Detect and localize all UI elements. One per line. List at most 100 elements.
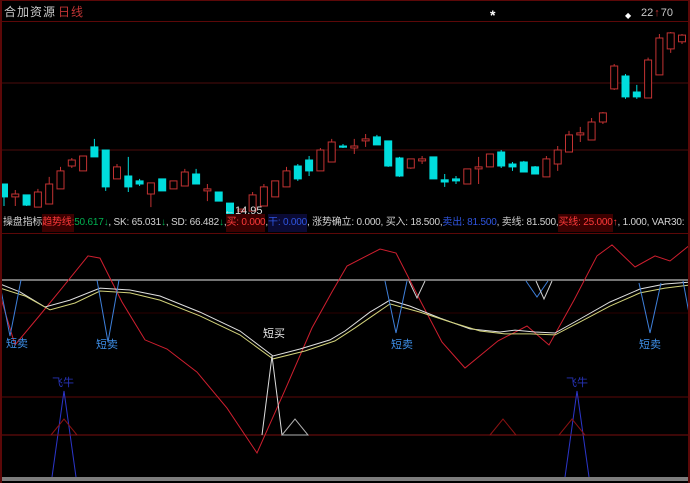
- short-buy-spike: [261, 355, 283, 436]
- right-border: [688, 0, 690, 483]
- candle-body: [33, 191, 42, 208]
- candle-body: [519, 161, 528, 173]
- candle-body: [146, 182, 155, 195]
- candle-body: [644, 59, 653, 99]
- indicator-segment-15: ↑: [612, 217, 618, 228]
- last-price-frac: 70: [660, 7, 673, 19]
- left-border: [0, 0, 2, 483]
- indicator-segment-4: ↓: [161, 217, 166, 228]
- triangle-marker-white: [280, 418, 310, 436]
- candle-body: [271, 180, 280, 198]
- indicator-segment-1: 趋势线:: [42, 214, 74, 232]
- indicator-segment-8: 买: 0.000: [226, 214, 266, 232]
- label-short-buy: 短买: [263, 328, 285, 340]
- candle-body: [418, 158, 427, 162]
- price-up-arrow-icon: ↑: [654, 7, 660, 19]
- candle-body: [463, 168, 472, 185]
- short-sell-marker: [384, 280, 408, 334]
- candle-body: [406, 158, 415, 169]
- short-sell-marker: [0, 279, 22, 337]
- fly-bull-spike: [564, 390, 590, 478]
- indicator-segment-10: 干: 0.000: [268, 214, 307, 232]
- candle-body: [429, 156, 438, 180]
- label-fly-bull-2: 飞牛: [566, 377, 588, 389]
- candle-body: [248, 194, 257, 212]
- candle-body: [237, 208, 246, 212]
- candle-body: [101, 149, 110, 188]
- candle-body: [67, 159, 76, 167]
- candle-body: [158, 178, 167, 192]
- bottom-scrollbar[interactable]: [2, 477, 688, 481]
- indicator-segment-9: ,: [265, 217, 269, 228]
- candle-body: [485, 153, 494, 168]
- candle-body: [124, 175, 133, 188]
- candle-body: [293, 165, 302, 180]
- candle-body: [531, 166, 540, 175]
- candle-body: [565, 134, 573, 153]
- indicator-segment-2: 50.617↓: [74, 217, 109, 228]
- candle-body: [192, 173, 201, 185]
- indicator-segment-13: , 卖线: 81.500,: [496, 217, 559, 228]
- candle-body: [214, 191, 223, 202]
- indicator-segment-0: 操盘指标: [3, 217, 43, 228]
- short-sell-marker: [96, 279, 120, 343]
- indicator-segment-14: 买线: 25.000: [558, 214, 613, 232]
- series-ma-white: [0, 281, 690, 357]
- last-price-int: 22: [641, 7, 654, 19]
- candle-body: [113, 166, 121, 180]
- candle-body: [22, 194, 31, 206]
- candle-body: [553, 149, 562, 165]
- indicator-segment-6: ↓: [219, 217, 224, 228]
- marker-diamond: ◆: [625, 11, 632, 20]
- candle-body: [497, 151, 506, 167]
- label-fly-bull-1: 飞牛: [52, 377, 74, 389]
- candle-body: [678, 34, 686, 43]
- series-trend-red: [0, 244, 690, 455]
- label-short-sell-3: 短卖: [391, 339, 413, 351]
- candle-body: [508, 163, 517, 168]
- annotation-low-price: ←14.95: [224, 205, 263, 217]
- candle-body: [339, 145, 347, 148]
- candle-body: [440, 179, 449, 183]
- fly-bull-spike: [51, 390, 77, 478]
- panel-separator: [0, 233, 690, 234]
- candle-body: [56, 170, 65, 190]
- candle-body: [45, 183, 54, 205]
- label-short-sell-2: 短卖: [96, 339, 118, 351]
- candle-body: [361, 138, 370, 142]
- short-sell-marker: [682, 280, 690, 322]
- candle-body: [632, 91, 641, 98]
- candle-body: [350, 145, 359, 149]
- candle-body: [542, 158, 551, 178]
- top-border: [0, 0, 690, 1]
- white-check-marker: [535, 280, 553, 301]
- candle-body: [11, 193, 20, 198]
- candle-body: [655, 37, 664, 76]
- short-sell-marker: [525, 280, 549, 298]
- triangle-marker-red: [488, 418, 518, 436]
- candle-body: [327, 141, 336, 163]
- candle-body: [598, 112, 607, 123]
- candle-body: [621, 75, 630, 98]
- candle-body: [587, 121, 596, 141]
- candle-body: [169, 180, 178, 190]
- indicator-status-bar[interactable]: 操盘指标 趋势线: 50.617↓, SK: 65.031↓, SD: 66.4…: [3, 214, 687, 232]
- titlebar-separator: [0, 21, 690, 22]
- short-sell-marker: [638, 282, 662, 334]
- candle-body: [305, 159, 314, 172]
- candle-body: [135, 180, 144, 185]
- candle-body: [610, 65, 619, 90]
- candle-body: [259, 186, 268, 207]
- period-label[interactable]: 日线: [58, 5, 85, 19]
- indicator-segment-7: ,: [223, 217, 227, 228]
- indicator-segment-3: , SK: 65.031: [108, 217, 162, 228]
- last-price: 22↑70: [641, 7, 673, 19]
- series-ma-yellow: [0, 284, 690, 360]
- candle-body: [395, 157, 404, 177]
- candle-body: [576, 132, 585, 136]
- candle-body: [452, 178, 460, 182]
- candle-body: [180, 171, 189, 187]
- candle-body: [666, 32, 675, 50]
